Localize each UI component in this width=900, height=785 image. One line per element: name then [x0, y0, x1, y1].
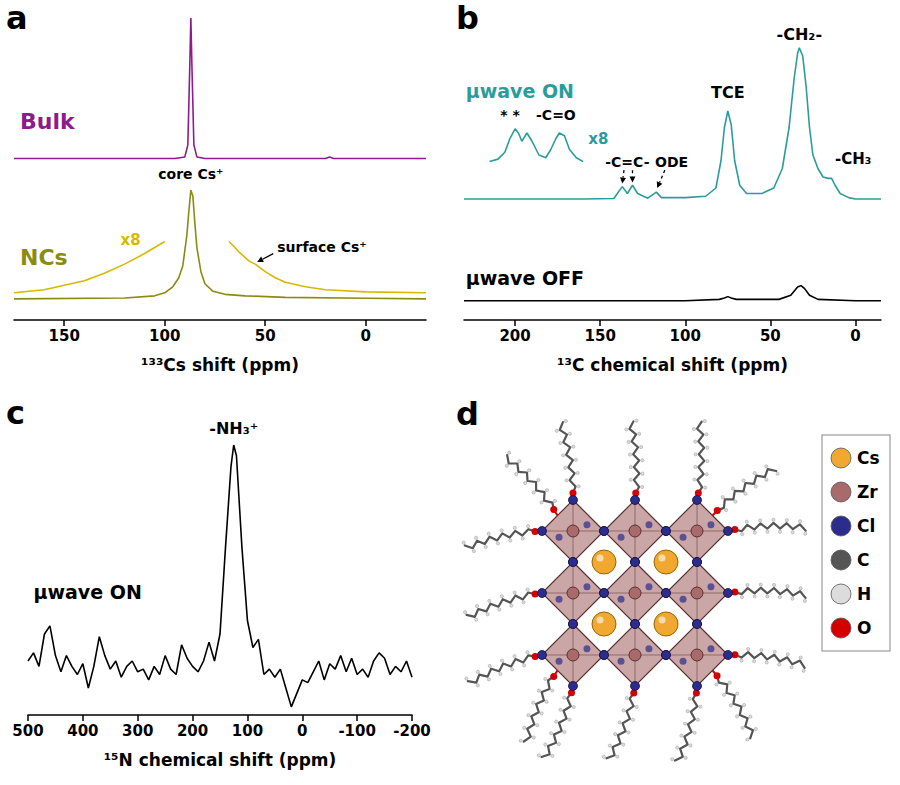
svg-text:µwave ON: µwave ON: [33, 581, 141, 603]
svg-text:300: 300: [122, 722, 153, 740]
svg-text:0: 0: [297, 722, 307, 740]
svg-text:H: H: [857, 584, 871, 604]
svg-text:¹³³Cs shift (ppm): ¹³³Cs shift (ppm): [141, 355, 299, 375]
svg-text:µwave ON: µwave ON: [466, 80, 574, 102]
svg-text:surface Cs⁺: surface Cs⁺: [277, 239, 366, 255]
svg-text:¹⁵N chemical shift (ppm): ¹⁵N chemical shift (ppm): [104, 750, 337, 770]
svg-text:0: 0: [360, 327, 370, 345]
svg-text:150: 150: [585, 327, 616, 345]
svg-text:Cl: Cl: [857, 516, 875, 536]
svg-text:-NH₃⁺: -NH₃⁺: [209, 419, 258, 438]
svg-text:0: 0: [850, 327, 860, 345]
svg-text:a: a: [6, 0, 28, 37]
svg-text:O: O: [857, 618, 871, 638]
svg-text:-100: -100: [338, 722, 376, 740]
svg-text:b: b: [456, 0, 479, 37]
svg-text:¹³C chemical shift (ppm): ¹³C chemical shift (ppm): [557, 355, 788, 375]
svg-text:µwave OFF: µwave OFF: [466, 267, 584, 289]
svg-text:-CH₃: -CH₃: [835, 150, 871, 168]
svg-text:NCs: NCs: [20, 245, 68, 270]
svg-text:50: 50: [255, 327, 276, 345]
svg-text:100: 100: [232, 722, 263, 740]
svg-text:50: 50: [760, 327, 781, 345]
svg-text:-C=C-: -C=C-: [605, 154, 649, 170]
svg-text:150: 150: [49, 327, 80, 345]
svg-text:-CH₂-: -CH₂-: [777, 25, 822, 44]
svg-text:-C=O: -C=O: [536, 107, 576, 123]
svg-text:x8: x8: [121, 231, 141, 249]
svg-text:Cs: Cs: [857, 448, 880, 468]
svg-text:100: 100: [670, 327, 701, 345]
svg-text:core Cs⁺: core Cs⁺: [158, 166, 223, 182]
svg-text:400: 400: [67, 722, 98, 740]
svg-text:Zr: Zr: [857, 482, 878, 502]
svg-text:-200: -200: [393, 722, 431, 740]
svg-text:d: d: [456, 395, 479, 433]
svg-text:c: c: [6, 395, 25, 432]
svg-text:ODE: ODE: [655, 154, 688, 170]
svg-text:Bulk: Bulk: [20, 109, 76, 134]
svg-text:* *: * *: [500, 107, 520, 123]
svg-text:200: 200: [177, 722, 208, 740]
svg-text:TCE: TCE: [711, 83, 745, 102]
svg-text:200: 200: [499, 327, 530, 345]
svg-text:500: 500: [12, 722, 43, 740]
svg-text:x8: x8: [588, 130, 608, 148]
svg-text:C: C: [857, 550, 869, 570]
svg-text:100: 100: [149, 327, 180, 345]
